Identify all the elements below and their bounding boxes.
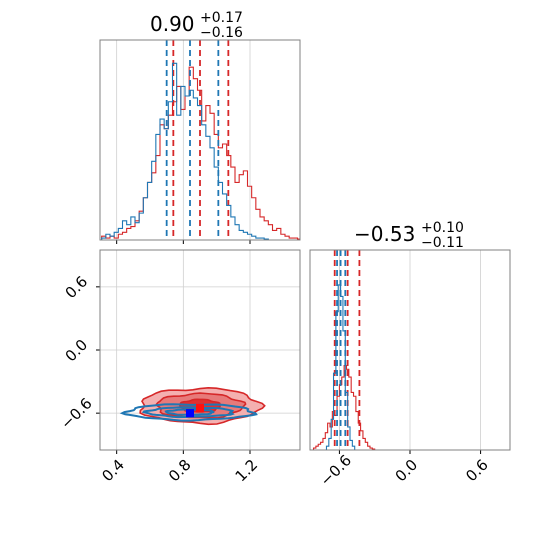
panel-frame [99,39,301,241]
contour-blue [141,406,235,419]
title-base: −0.53 [354,222,415,246]
x-tick-label: 0.4 [98,456,128,486]
x-tick-label: 0.8 [165,456,195,486]
x-tick-label: 1.2 [232,456,262,486]
panel-frame [99,249,301,451]
x-tick-label: 0.0 [392,456,422,486]
y-tick-label: 0.0 [62,336,92,366]
contour-blue [119,403,258,422]
title-sup: +0.17 [200,10,243,26]
x-tick-label: 0.6 [462,456,492,486]
x-tick-label: −0.6 [317,451,355,489]
top-left-title: 0.90 +0.17 −0.16 [150,10,243,41]
marker-red [196,403,204,412]
title-sub: −0.11 [421,235,464,251]
title-sub: −0.16 [200,25,243,41]
bottom-right-title: −0.53 +0.10 −0.11 [354,220,464,251]
histogram-red [312,364,376,450]
histogram-red [101,66,300,240]
top-left-histogram-panel [99,39,301,244]
bottom-left-contour-panel: 0.4 0.8 1.2 −0.6 0.0 0.6 [57,249,301,486]
title-sup: +0.10 [421,220,464,236]
marker-blue [186,409,194,418]
y-tick-label: 0.6 [62,273,92,303]
y-tick-label: −0.6 [57,394,95,432]
title-base: 0.90 [150,12,195,36]
histogram-blue [101,62,300,240]
bottom-right-histogram-panel: −0.6 0.0 0.6 [309,249,511,490]
contour-layer [119,386,266,426]
panel-frame [309,249,511,451]
